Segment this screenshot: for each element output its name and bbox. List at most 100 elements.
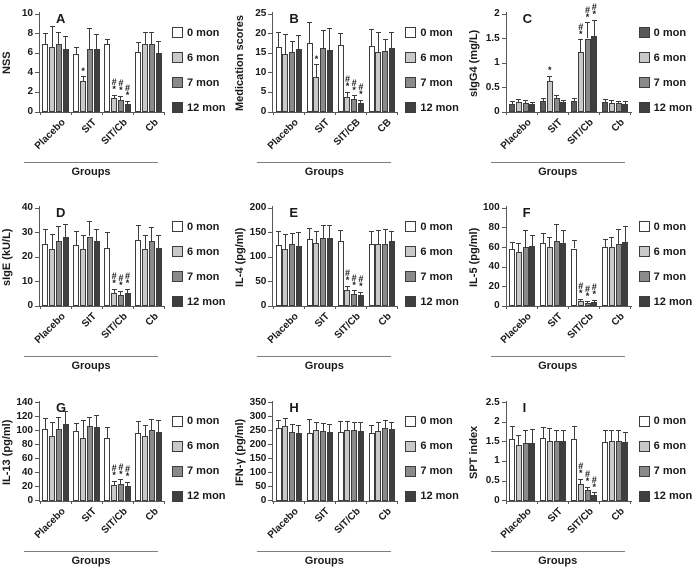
x-tick-mark (365, 112, 367, 115)
error-bar-cap (622, 101, 628, 103)
error-bar (549, 428, 551, 441)
legend-label: 6 mon (653, 440, 687, 453)
error-bar-cap (80, 76, 86, 78)
significance-marker: # * (584, 469, 590, 487)
x-tick-mark (272, 500, 274, 504)
legend-item: 7 mon (172, 270, 219, 283)
significance-marker: # * (111, 77, 117, 95)
error-bar (549, 76, 551, 82)
bar (320, 237, 327, 307)
error-bar (298, 232, 300, 247)
bar (313, 242, 320, 307)
y-tick-label: 150 (249, 452, 267, 464)
error-bar-cap (622, 226, 628, 228)
error-bar (511, 426, 513, 440)
error-bar-cap (382, 420, 388, 422)
y-tick-mark (501, 207, 506, 209)
significance-marker: # * (344, 268, 350, 286)
legend: 0 mon 6 mon 7 mon 12 mon (405, 26, 464, 126)
x-tick-mark (132, 112, 134, 115)
error-bar-cap (338, 33, 344, 35)
error-bar (618, 229, 619, 244)
x-axis-title: Groups (71, 360, 111, 373)
bar (357, 430, 364, 501)
legend-label: 12 mon (420, 295, 459, 308)
legend-swatch (405, 490, 417, 502)
error-bar (611, 100, 613, 103)
bar (540, 437, 547, 501)
bar (93, 49, 100, 112)
y-tick-label: 100 (249, 251, 267, 263)
legend-swatch (638, 440, 650, 452)
error-bar-cap (42, 229, 48, 231)
bar (282, 248, 289, 307)
error-bar-cap (540, 98, 546, 100)
y-tick-label: 10 (255, 66, 267, 78)
error-bar-cap (327, 28, 333, 30)
legend-item: 7 mon (638, 465, 686, 478)
legend-label: 12 mon (653, 295, 693, 308)
error-bar-cap (56, 32, 62, 34)
x-axis-title: Groups (538, 554, 578, 567)
error-bar (106, 427, 108, 439)
significance-marker: # * (584, 283, 590, 301)
error-bar-cap (338, 229, 344, 231)
error-bar-cap (602, 239, 608, 241)
error-bar (106, 232, 108, 249)
significance-marker: # * (351, 77, 357, 95)
legend-item: 12 mon (405, 490, 459, 503)
bar (111, 98, 118, 112)
bar (142, 436, 149, 501)
bar (382, 427, 389, 501)
y-tick-mark (35, 486, 39, 488)
error-bar-cap (49, 233, 55, 235)
error-bar-cap (118, 479, 124, 481)
error-bar-cap (320, 224, 326, 226)
error-bar (58, 417, 60, 429)
bar (275, 428, 282, 501)
error-bar (562, 100, 564, 103)
error-bar-cap (282, 234, 288, 236)
error-bar (618, 101, 619, 104)
error-bar-cap (149, 418, 155, 420)
x-tick-mark (630, 500, 632, 504)
error-bar (587, 487, 588, 491)
error-bar-cap (276, 419, 282, 421)
bar (155, 53, 162, 112)
error-bar (531, 102, 533, 105)
error-bar-cap (135, 421, 141, 423)
error-bar (542, 98, 544, 102)
error-bar-cap (591, 299, 597, 301)
bar (49, 435, 56, 501)
error-bar (353, 422, 355, 430)
bar (142, 44, 149, 112)
legend-label: 6 mon (653, 245, 687, 258)
legend-item: 12 mon (172, 490, 226, 503)
error-bar (580, 479, 582, 485)
error-bar (96, 415, 98, 428)
error-bar (51, 26, 53, 48)
error-bar (309, 419, 311, 434)
error-bar-cap (554, 224, 559, 226)
bar (368, 433, 375, 501)
error-bar-cap (516, 435, 522, 437)
error-bar-cap (358, 99, 364, 101)
error-bar-cap (547, 427, 553, 429)
x-axis-group-line (490, 550, 625, 552)
legend-swatch (172, 440, 183, 452)
x-tick-mark (506, 112, 508, 115)
x-axis-group-line (257, 550, 392, 552)
bar (540, 242, 547, 307)
error-bar-cap (609, 237, 615, 239)
bar (515, 102, 522, 112)
x-tick-mark (365, 500, 367, 504)
legend-item: 0 mon (638, 26, 686, 39)
error-bar-cap (389, 31, 395, 33)
bar (375, 431, 382, 501)
error-bar-cap (560, 230, 566, 232)
y-tick-mark (268, 281, 273, 283)
error-bar (329, 225, 331, 239)
error-bar (531, 235, 533, 246)
error-bar (580, 39, 582, 52)
bar (515, 444, 522, 501)
